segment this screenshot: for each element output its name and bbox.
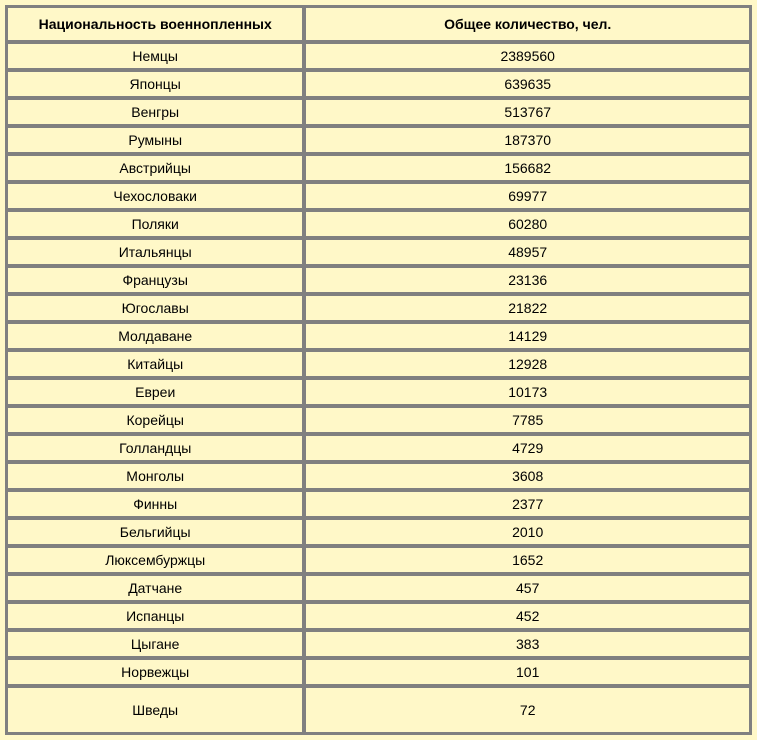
cell-count: 156682: [305, 155, 750, 181]
table-row: Югославы21822: [7, 295, 750, 321]
cell-count: 2010: [305, 519, 750, 545]
cell-count: 1652: [305, 547, 750, 573]
table-row: Молдаване14129: [7, 323, 750, 349]
cell-nationality: Молдаване: [7, 323, 303, 349]
cell-count: 48957: [305, 239, 750, 265]
cell-count: 3608: [305, 463, 750, 489]
cell-nationality: Немцы: [7, 43, 303, 69]
table-row: Итальянцы48957: [7, 239, 750, 265]
cell-nationality: Французы: [7, 267, 303, 293]
cell-nationality: Югославы: [7, 295, 303, 321]
cell-nationality: Австрийцы: [7, 155, 303, 181]
cell-nationality: Чехословаки: [7, 183, 303, 209]
cell-count: 639635: [305, 71, 750, 97]
cell-count: 452: [305, 603, 750, 629]
cell-count: 10173: [305, 379, 750, 405]
cell-nationality: Цыгане: [7, 631, 303, 657]
cell-count: 23136: [305, 267, 750, 293]
table-header-row: Национальность военнопленных Общее колич…: [7, 7, 750, 41]
cell-nationality: Финны: [7, 491, 303, 517]
cell-count: 383: [305, 631, 750, 657]
cell-count: 12928: [305, 351, 750, 377]
table-row: Норвежцы101: [7, 659, 750, 685]
table-row: Цыгане383: [7, 631, 750, 657]
table-row: Датчане457: [7, 575, 750, 601]
cell-nationality: Китайцы: [7, 351, 303, 377]
cell-count: 187370: [305, 127, 750, 153]
table-row: Люксембуржцы1652: [7, 547, 750, 573]
cell-count: 457: [305, 575, 750, 601]
pow-nationality-table-container: Национальность военнопленных Общее колич…: [5, 5, 752, 735]
cell-nationality: Датчане: [7, 575, 303, 601]
header-nationality: Национальность военнопленных: [7, 7, 303, 41]
header-count: Общее количество, чел.: [305, 7, 750, 41]
cell-count: 69977: [305, 183, 750, 209]
cell-count: 7785: [305, 407, 750, 433]
cell-count: 14129: [305, 323, 750, 349]
table-row: Венгры513767: [7, 99, 750, 125]
cell-nationality: Румыны: [7, 127, 303, 153]
table-row: Японцы639635: [7, 71, 750, 97]
table-row: Голландцы4729: [7, 435, 750, 461]
cell-count: 2377: [305, 491, 750, 517]
table-row: Французы23136: [7, 267, 750, 293]
cell-count: 513767: [305, 99, 750, 125]
cell-nationality: Люксембуржцы: [7, 547, 303, 573]
cell-count: 4729: [305, 435, 750, 461]
table-row: Бельгийцы2010: [7, 519, 750, 545]
cell-count: 101: [305, 659, 750, 685]
cell-nationality: Бельгийцы: [7, 519, 303, 545]
table-row: Китайцы12928: [7, 351, 750, 377]
cell-count: 2389560: [305, 43, 750, 69]
cell-nationality: Венгры: [7, 99, 303, 125]
cell-count: 60280: [305, 211, 750, 237]
pow-nationality-table: Национальность военнопленных Общее колич…: [5, 5, 752, 735]
cell-nationality: Корейцы: [7, 407, 303, 433]
table-row: Испанцы452: [7, 603, 750, 629]
table-row: Румыны187370: [7, 127, 750, 153]
table-row: Корейцы7785: [7, 407, 750, 433]
table-row: Финны2377: [7, 491, 750, 517]
table-body: Немцы2389560 Японцы639635 Венгры513767 Р…: [7, 43, 750, 733]
table-row: Поляки60280: [7, 211, 750, 237]
cell-nationality: Поляки: [7, 211, 303, 237]
cell-nationality: Норвежцы: [7, 659, 303, 685]
table-row: Чехословаки69977: [7, 183, 750, 209]
cell-count: 21822: [305, 295, 750, 321]
table-row: Монголы3608: [7, 463, 750, 489]
cell-nationality: Испанцы: [7, 603, 303, 629]
table-row: Немцы2389560: [7, 43, 750, 69]
table-row: Евреи10173: [7, 379, 750, 405]
cell-nationality: Итальянцы: [7, 239, 303, 265]
cell-nationality: Японцы: [7, 71, 303, 97]
table-row: Австрийцы156682: [7, 155, 750, 181]
cell-nationality: Евреи: [7, 379, 303, 405]
cell-nationality: Голландцы: [7, 435, 303, 461]
cell-nationality: Монголы: [7, 463, 303, 489]
